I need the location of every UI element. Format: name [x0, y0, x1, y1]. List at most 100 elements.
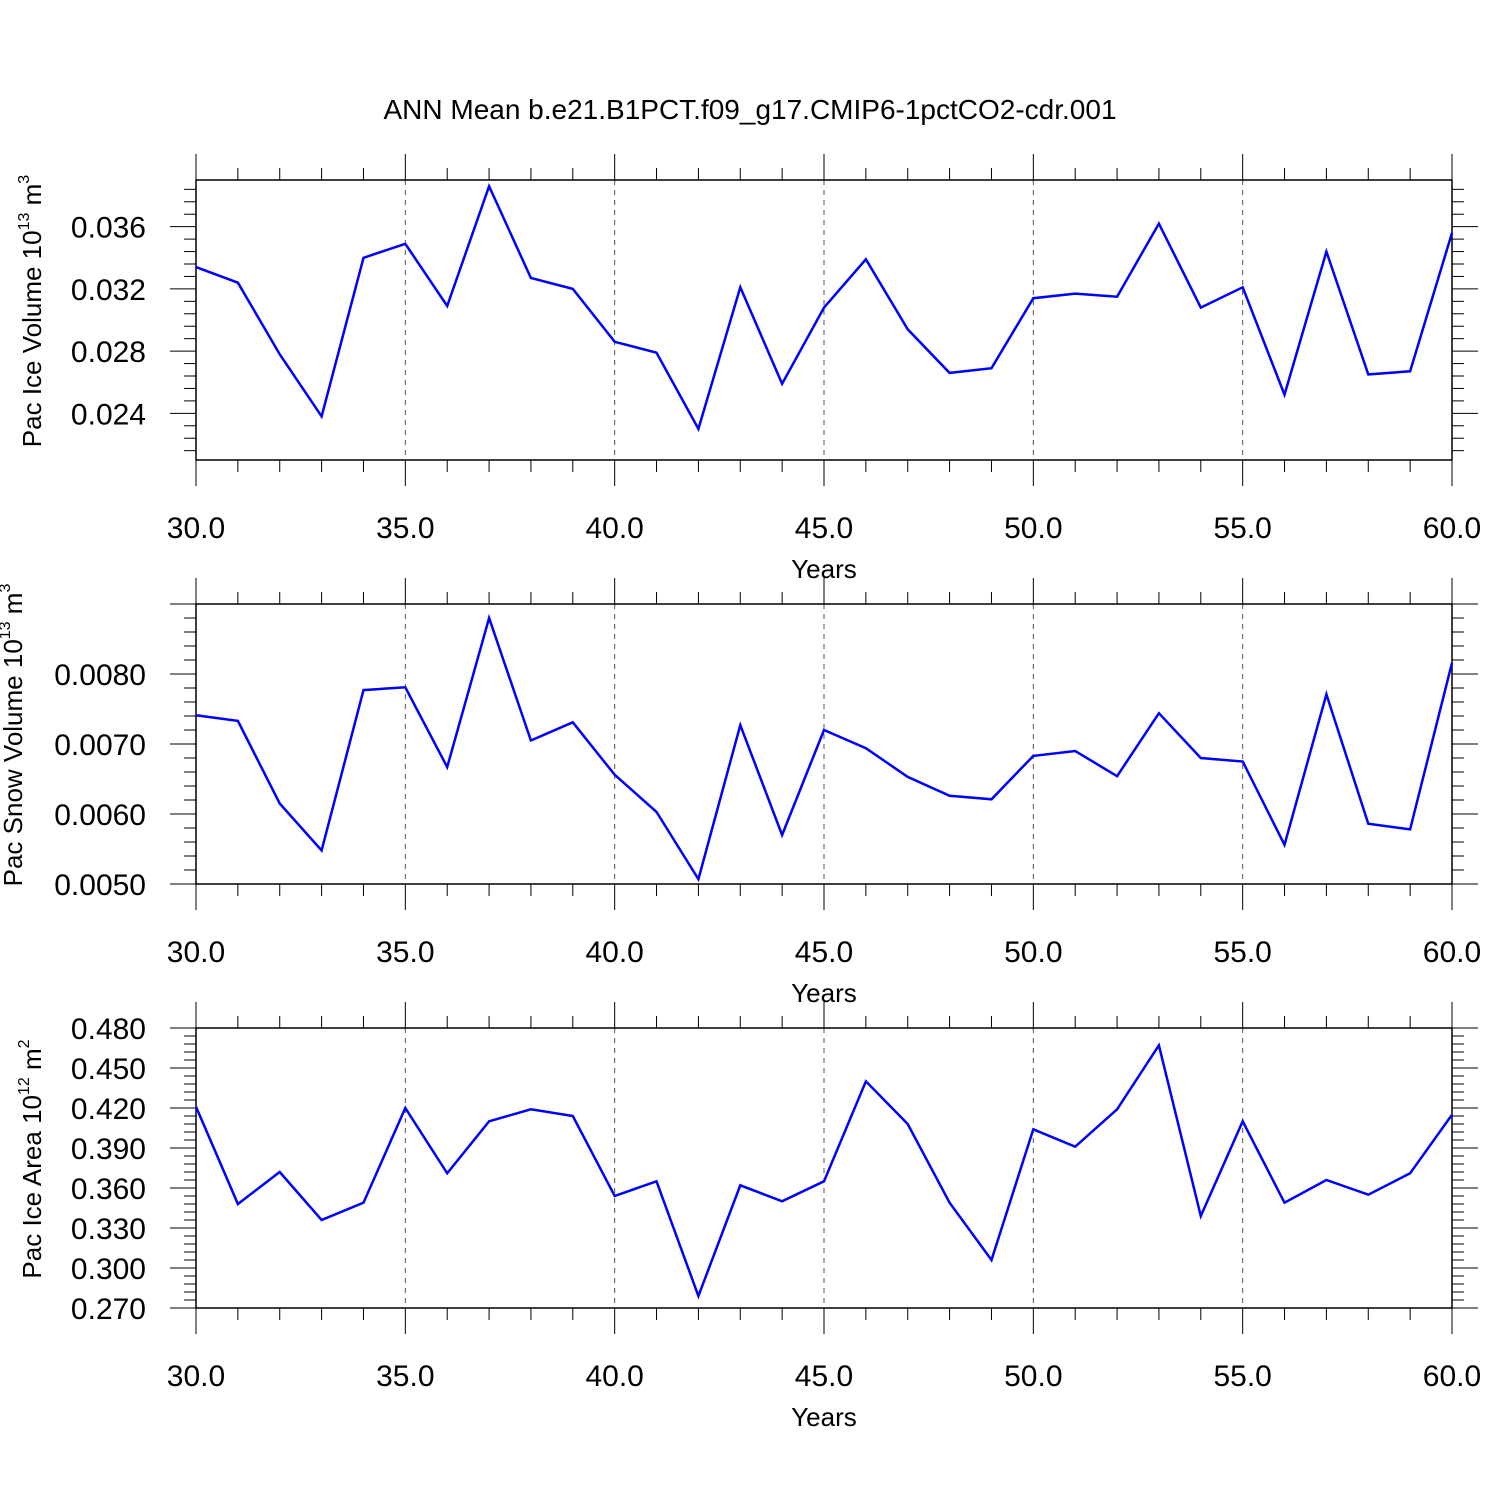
data-point — [487, 616, 491, 620]
x-axis-label: Years — [791, 1402, 857, 1432]
data-point — [278, 802, 282, 806]
data-point — [1283, 393, 1287, 397]
data-point — [655, 1179, 659, 1183]
y-axis-label: Pac Ice Area 1012 m2 — [16, 1039, 47, 1278]
data-point — [1073, 292, 1077, 296]
data-point — [236, 719, 240, 723]
data-point — [1031, 1127, 1035, 1131]
data-point — [906, 775, 910, 779]
data-point — [403, 685, 407, 689]
x-tick-label: 40.0 — [585, 1360, 643, 1393]
data-point — [320, 414, 324, 418]
data-point — [780, 382, 784, 386]
data-point — [948, 794, 952, 798]
data-point — [403, 1106, 407, 1110]
data-point — [864, 1079, 868, 1083]
x-tick-label: 55.0 — [1213, 1360, 1271, 1393]
data-point — [403, 242, 407, 246]
x-tick-label: 45.0 — [795, 1360, 853, 1393]
x-tick-label: 35.0 — [376, 1360, 434, 1393]
data-point — [1157, 711, 1161, 715]
y-tick-label: 0.450 — [71, 1053, 146, 1086]
data-point — [361, 688, 365, 692]
data-point — [1241, 760, 1245, 764]
panel-3: 0.270 0.300 0.330 0.360 0.390 0.420 0.450 0.480… — [16, 1002, 1481, 1432]
data-point — [906, 327, 910, 331]
x-tick-label: 60.0 — [1423, 936, 1481, 969]
data-point — [278, 1170, 282, 1174]
data-point — [1199, 756, 1203, 760]
y-tick-label: 0.270 — [71, 1293, 146, 1326]
data-point — [696, 877, 700, 881]
x-tick-label: 50.0 — [1004, 512, 1062, 545]
x-tick-label: 55.0 — [1213, 936, 1271, 969]
y-tick-label: 0.028 — [71, 336, 146, 369]
x-tick-label: 60.0 — [1423, 1360, 1481, 1393]
data-point — [529, 276, 533, 280]
data-point — [1199, 306, 1203, 310]
data-point — [1366, 372, 1370, 376]
data-point — [1324, 1178, 1328, 1182]
data-point — [696, 427, 700, 431]
data-point — [1073, 749, 1077, 753]
data-point — [738, 723, 742, 727]
x-tick-label: 30.0 — [167, 512, 225, 545]
data-point — [1157, 1043, 1161, 1047]
x-tick-label: 50.0 — [1004, 1360, 1062, 1393]
data-point — [194, 713, 198, 717]
data-point — [487, 1119, 491, 1123]
data-point — [361, 1201, 365, 1205]
y-tick-label: 0.420 — [71, 1093, 146, 1126]
data-point — [571, 1114, 575, 1118]
y-tick-label: 0.032 — [71, 274, 146, 307]
x-tick-label: 35.0 — [376, 512, 434, 545]
data-point — [1031, 296, 1035, 300]
data-point — [236, 281, 240, 285]
x-tick-label: 30.0 — [167, 936, 225, 969]
y-tick-label: 0.0060 — [54, 799, 146, 832]
data-point — [1324, 692, 1328, 696]
data-point — [1450, 1113, 1454, 1117]
data-point — [1408, 369, 1412, 373]
data-point — [822, 1179, 826, 1183]
chart-title: ANN Mean b.e21.B1PCT.f09_g17.CMIP6-1pctC… — [383, 94, 1116, 125]
data-point — [1115, 774, 1119, 778]
data-point — [361, 256, 365, 260]
y-tick-label: 0.036 — [71, 212, 146, 245]
chart-panels: 0.024 0.028 0.032 0.036 30.0 35.0 40.0 45.0 50.0… — [0, 154, 1481, 1432]
data-point — [1199, 1214, 1203, 1218]
data-point — [613, 773, 617, 777]
data-point — [864, 746, 868, 750]
data-point — [571, 720, 575, 724]
data-point — [320, 848, 324, 852]
data-point — [696, 1294, 700, 1298]
data-point — [1408, 1171, 1412, 1175]
data-point — [1283, 1201, 1287, 1205]
y-axis-label: Pac Ice Volume 1013 m3 — [16, 175, 47, 448]
data-point — [738, 285, 742, 289]
data-point — [738, 1183, 742, 1187]
data-point — [613, 1194, 617, 1198]
data-point — [445, 304, 449, 308]
data-point — [1031, 754, 1035, 758]
x-tick-label: 45.0 — [795, 512, 853, 545]
data-point — [864, 257, 868, 261]
data-point — [655, 810, 659, 814]
data-point — [613, 340, 617, 344]
y-tick-label: 0.360 — [71, 1173, 146, 1206]
y-tick-label: 0.330 — [71, 1213, 146, 1246]
data-point — [1324, 250, 1328, 254]
data-point — [780, 1199, 784, 1203]
data-point — [1241, 1119, 1245, 1123]
data-point — [1450, 661, 1454, 665]
y-tick-label: 0.480 — [71, 1013, 146, 1046]
x-tick-label: 30.0 — [167, 1360, 225, 1393]
data-point — [1366, 1193, 1370, 1197]
data-point — [822, 306, 826, 310]
data-point — [445, 1171, 449, 1175]
data-point — [822, 728, 826, 732]
panel-2: 0.0050 0.0060 0.0070 0.0080 30.0 35.0 40.0 45.0… — [0, 578, 1481, 1008]
y-tick-label: 0.024 — [71, 398, 146, 431]
x-tick-label: 40.0 — [585, 936, 643, 969]
y-axis-label: Pac Snow Volume 1013 m3 — [0, 584, 28, 887]
